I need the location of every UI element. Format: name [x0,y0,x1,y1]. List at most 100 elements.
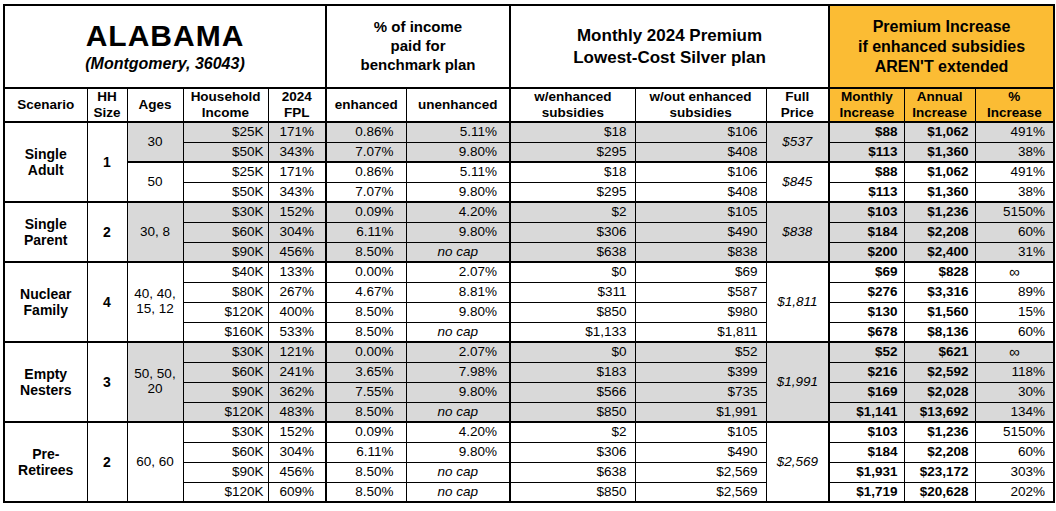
full-price-cell: $845 [766,162,829,202]
fpl-cell: 609% [268,482,326,502]
household-income-cell: $25K [183,122,268,142]
annual-increase-cell: $13,692 [904,402,975,422]
household-income-cell: $120K [183,402,268,422]
full-price-cell: $1,811 [766,262,829,342]
enhanced-pct-cell: 0.00% [326,262,406,282]
fpl-cell: 456% [268,242,326,262]
fpl-cell: 241% [268,362,326,382]
full-price-cell: $838 [766,202,829,262]
col-header-ages: Ages [127,88,183,122]
pct-increase-cell: 5150% [975,422,1054,442]
scenario-cell: Single Parent [4,202,87,262]
premium-without-subsidies-cell: $735 [635,382,766,402]
pct-increase-cell: 491% [975,162,1054,182]
annual-increase-cell: $3,316 [904,282,975,302]
monthly-increase-cell: $113 [829,142,904,162]
annual-increase-cell: $1,062 [904,122,975,142]
pct-increase-cell: 89% [975,282,1054,302]
unenhanced-pct-cell: 2.07% [406,342,510,362]
unenhanced-pct-cell: 4.20% [406,202,510,222]
section-header-pct-income: % of income paid for benchmark plan [326,5,510,88]
premium-with-subsidies-cell: $183 [510,362,635,382]
full-price-cell: $537 [766,122,829,162]
ages-cell: 50 [127,162,183,202]
premium-with-subsidies-cell: $306 [510,222,635,242]
household-income-cell: $40K [183,262,268,282]
table-body: Single Adult130$25K171%0.86%5.11%$18$106… [4,122,1054,502]
unenhanced-pct-cell: 9.80% [406,382,510,402]
enhanced-pct-cell: 0.09% [326,422,406,442]
unenhanced-pct-cell: 9.80% [406,182,510,202]
table-row: Empty Nesters350, 50, 20$30K121%0.00%2.0… [4,342,1054,362]
state-name: ALABAMA [6,20,324,52]
pct-increase-cell: 202% [975,482,1054,502]
pct-increase-cell: 60% [975,442,1054,462]
premium-without-subsidies-cell: $105 [635,202,766,222]
household-income-cell: $90K [183,462,268,482]
col-header-unenhanced: unenhanced [406,88,510,122]
unenhanced-pct-cell: 7.98% [406,362,510,382]
premium-with-subsidies-cell: $0 [510,262,635,282]
fpl-cell: 343% [268,182,326,202]
column-header-row: Scenario HH Size Ages Household Income 2… [4,88,1054,122]
unenhanced-pct-cell: 5.11% [406,162,510,182]
enhanced-pct-cell: 0.09% [326,202,406,222]
enhanced-pct-cell: 8.50% [326,322,406,342]
household-income-cell: $60K [183,362,268,382]
table-row: Single Parent230, 8$30K152%0.09%4.20%$2$… [4,202,1054,222]
enhanced-pct-cell: 0.00% [326,342,406,362]
premium-without-subsidies-cell: $1,991 [635,402,766,422]
annual-increase-cell: $2,400 [904,242,975,262]
pct-increase-cell: 118% [975,362,1054,382]
enhanced-pct-cell: 8.50% [326,302,406,322]
col-header-monthly-increase: Monthly Increase [829,88,904,122]
col-header-annual-increase: Annual Increase [904,88,975,122]
table-row: 50$25K171%0.86%5.11%$18$106$845$88$1,062… [4,162,1054,182]
premium-with-subsidies-cell: $850 [510,482,635,502]
unenhanced-pct-cell: 9.80% [406,442,510,462]
premium-with-subsidies-cell: $638 [510,462,635,482]
fpl-cell: 304% [268,222,326,242]
monthly-increase-cell: $113 [829,182,904,202]
ages-cell: 30, 8 [127,202,183,262]
unenhanced-pct-cell: no cap [406,402,510,422]
household-income-cell: $90K [183,382,268,402]
pct-increase-cell: 30% [975,382,1054,402]
unenhanced-pct-cell: no cap [406,242,510,262]
monthly-increase-cell: $88 [829,162,904,182]
household-income-cell: $120K [183,482,268,502]
monthly-increase-cell: $216 [829,362,904,382]
premium-with-subsidies-cell: $306 [510,442,635,462]
fpl-cell: 171% [268,122,326,142]
monthly-increase-cell: $169 [829,382,904,402]
premium-comparison-table: ALABAMA (Montgomery, 36043) % of income … [3,4,1055,503]
household-income-cell: $50K [183,182,268,202]
premium-with-subsidies-cell: $566 [510,382,635,402]
premium-without-subsidies-cell: $52 [635,342,766,362]
premium-without-subsidies-cell: $408 [635,142,766,162]
pct-increase-cell: 38% [975,182,1054,202]
hh-size-cell: 3 [87,342,127,422]
premium-without-subsidies-cell: $838 [635,242,766,262]
fpl-cell: 267% [268,282,326,302]
unenhanced-pct-cell: no cap [406,462,510,482]
unenhanced-pct-cell: 9.80% [406,142,510,162]
enhanced-pct-cell: 7.55% [326,382,406,402]
annual-increase-cell: $23,172 [904,462,975,482]
fpl-cell: 362% [268,382,326,402]
fpl-cell: 171% [268,162,326,182]
state-location: (Montgomery, 36043) [6,55,324,73]
col-header-full-price: Full Price [766,88,829,122]
unenhanced-pct-cell: 4.20% [406,422,510,442]
premium-with-subsidies-cell: $18 [510,162,635,182]
annual-increase-cell: $1,560 [904,302,975,322]
monthly-increase-cell: $1,719 [829,482,904,502]
table-row: Single Adult130$25K171%0.86%5.11%$18$106… [4,122,1054,142]
household-income-cell: $30K [183,202,268,222]
enhanced-pct-cell: 0.86% [326,122,406,142]
premium-with-subsidies-cell: $18 [510,122,635,142]
premium-without-subsidies-cell: $69 [635,262,766,282]
section-header-increase: Premium Increase if enhanced subsidies A… [829,5,1054,88]
pct-increase-cell: 491% [975,122,1054,142]
section-header-premium: Monthly 2024 Premium Lowest-Cost Silver … [510,5,829,88]
